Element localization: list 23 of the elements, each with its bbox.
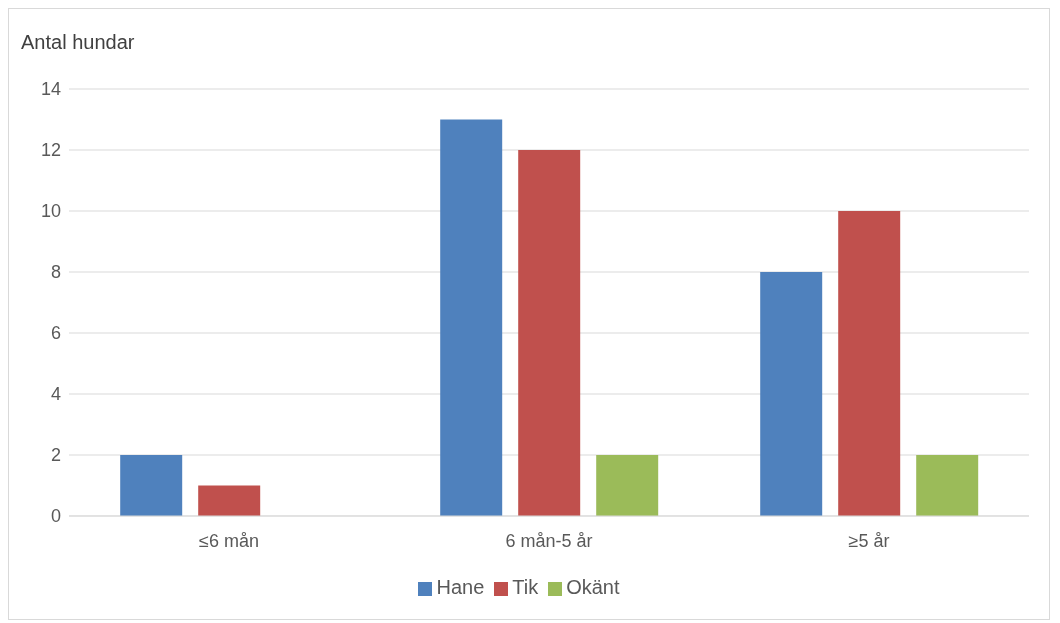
bar (440, 119, 503, 516)
x-tick-label: ≤6 mån (199, 530, 259, 551)
legend-label: Okänt (566, 576, 620, 598)
y-tick-label: 10 (40, 201, 61, 222)
bar (916, 455, 979, 516)
bar (518, 150, 581, 516)
x-tick-label: ≥5 år (848, 530, 890, 551)
y-tick-label: 14 (40, 79, 61, 100)
bar (120, 455, 183, 516)
bar (596, 455, 659, 516)
y-axis-title: Antal hundar (21, 31, 135, 54)
x-tick-label: 6 mån-5 år (505, 530, 593, 551)
y-tick-label: 2 (50, 445, 61, 466)
bar (838, 211, 901, 516)
bar (760, 272, 823, 516)
y-tick-label: 0 (50, 506, 61, 527)
legend-label: Hane (436, 576, 485, 598)
legend-label: Tik (512, 576, 539, 598)
y-tick-label: 6 (50, 323, 61, 344)
bar (198, 485, 261, 516)
y-tick-label: 12 (40, 140, 61, 161)
y-tick-label: 8 (50, 262, 61, 283)
y-tick-label: 4 (50, 384, 61, 405)
